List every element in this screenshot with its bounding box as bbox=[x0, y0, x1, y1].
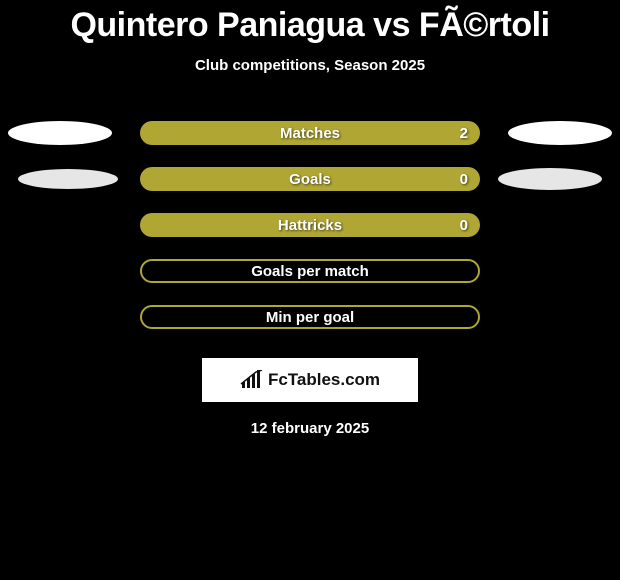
stats-block: Matches 2 Goals 0 Hattricks 0 Goals per … bbox=[0, 110, 620, 437]
stat-bar-min-per-goal: Min per goal bbox=[140, 305, 480, 329]
stat-bar-matches: Matches 2 bbox=[140, 121, 480, 145]
stat-value: 2 bbox=[460, 125, 468, 142]
stat-value: 0 bbox=[460, 171, 468, 188]
brand-text: FcTables.com bbox=[268, 370, 380, 390]
stat-bar-goals-per-match: Goals per match bbox=[140, 259, 480, 283]
stat-row: Hattricks 0 bbox=[0, 202, 620, 248]
brand-box: FcTables.com bbox=[202, 358, 418, 402]
stat-label: Matches bbox=[280, 125, 340, 142]
stat-row: Matches 2 bbox=[0, 110, 620, 156]
stat-value: 0 bbox=[460, 217, 468, 234]
stat-label: Goals per match bbox=[251, 263, 369, 280]
avatar-left-placeholder bbox=[8, 121, 112, 145]
chart-icon bbox=[240, 370, 264, 390]
stat-row: Goals per match bbox=[0, 248, 620, 294]
stat-label: Goals bbox=[289, 171, 331, 188]
date-text: 12 february 2025 bbox=[0, 420, 620, 437]
stat-row: Goals 0 bbox=[0, 156, 620, 202]
stat-label: Min per goal bbox=[266, 309, 354, 326]
subtitle: Club competitions, Season 2025 bbox=[0, 57, 620, 74]
avatar-right-placeholder bbox=[508, 121, 612, 145]
avatar-right-placeholder bbox=[498, 168, 602, 190]
stat-bar-hattricks: Hattricks 0 bbox=[140, 213, 480, 237]
avatar-left-placeholder bbox=[18, 169, 118, 189]
stat-label: Hattricks bbox=[278, 217, 342, 234]
stat-row: Min per goal bbox=[0, 294, 620, 340]
page-title: Quintero Paniagua vs FÃ©rtoli bbox=[0, 0, 620, 45]
stat-bar-goals: Goals 0 bbox=[140, 167, 480, 191]
